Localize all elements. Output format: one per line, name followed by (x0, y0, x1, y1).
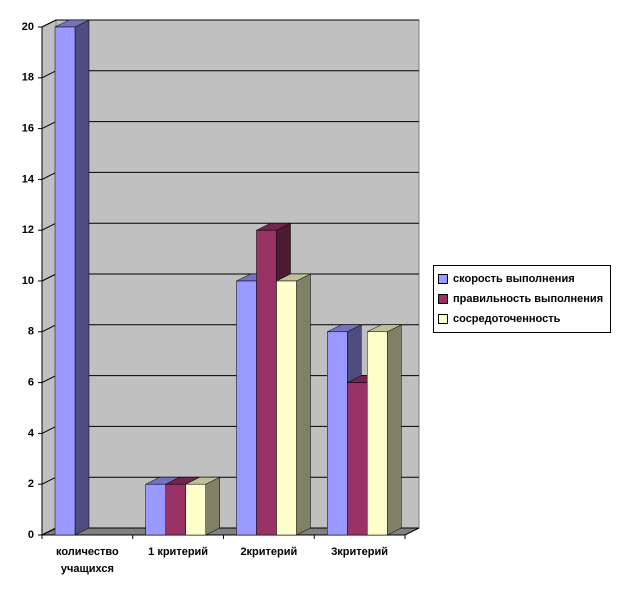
y-tick-label: 10 (22, 275, 34, 287)
legend-swatch (438, 314, 448, 324)
grid-line-side (41, 375, 57, 384)
legend-swatch (438, 294, 448, 304)
x-tick-label: количество учащихся (55, 546, 119, 575)
grid-line (41, 273, 419, 282)
x-tick-label: 3критерий (331, 546, 389, 558)
bar (276, 273, 311, 536)
y-tick-label: 6 (28, 377, 34, 389)
x-tick-label: 1 критерий (148, 546, 209, 558)
grid-line (41, 70, 419, 79)
grid-line-side (41, 19, 57, 28)
y-tick-label: 12 (22, 224, 34, 236)
grid-line (41, 171, 419, 180)
y-tick-label: 16 (22, 123, 34, 135)
legend-label: скорость выполнения (453, 273, 575, 285)
bar-front (185, 483, 206, 536)
grid-line-side (41, 171, 57, 180)
grid-line-side (41, 222, 57, 231)
y-tick-label: 18 (22, 72, 34, 84)
grid-line (41, 19, 419, 28)
bar-front (347, 382, 368, 536)
legend-label: правильность выполнения (453, 293, 604, 305)
y-tick-label: 20 (22, 21, 34, 33)
legend: скорость выполнения правильность выполнен… (433, 265, 611, 333)
bar-front (276, 280, 297, 536)
bar (367, 324, 402, 536)
bar-side (74, 19, 90, 536)
y-tick-label: 4 (28, 427, 35, 439)
bar (185, 476, 220, 536)
grid-line-side (41, 476, 57, 485)
bar-front (236, 280, 257, 536)
grid-line (41, 121, 419, 130)
legend-item: скорость выполнения (434, 269, 610, 289)
bar-front (165, 483, 186, 536)
legend-label: сосредоточенность (453, 313, 561, 325)
bar-side (296, 273, 311, 536)
grid-line-side (41, 273, 57, 282)
bar-front (256, 229, 277, 536)
y-tick-label: 0 (28, 529, 34, 541)
grid-line-side (41, 324, 57, 333)
legend-item: сосредоточенность (434, 309, 610, 329)
bar-front (367, 331, 388, 536)
bar-front (327, 331, 348, 536)
grid-line (41, 222, 419, 231)
legend-swatch (438, 274, 448, 284)
bar-front (145, 483, 166, 536)
x-tick-label: 2критерий (240, 546, 298, 558)
bar-side (205, 476, 220, 536)
grid-line-side (41, 527, 57, 536)
y-tick-label: 8 (28, 326, 34, 338)
bar-side (387, 324, 402, 536)
bar-front (54, 26, 76, 536)
grid-line-side (41, 425, 57, 434)
grid-line-side (41, 121, 57, 130)
y-tick-label: 14 (22, 173, 35, 185)
y-tick-label: 2 (28, 478, 34, 490)
grid-line-side (41, 70, 57, 79)
bar (54, 19, 90, 536)
legend-item: правильность выполнения (434, 289, 610, 309)
